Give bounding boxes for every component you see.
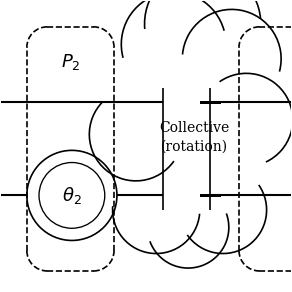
Text: $\theta_2$: $\theta_2$ [62, 185, 82, 206]
Text: $P_2$: $P_2$ [61, 52, 80, 72]
Text: Collective
(rotation): Collective (rotation) [159, 121, 229, 154]
